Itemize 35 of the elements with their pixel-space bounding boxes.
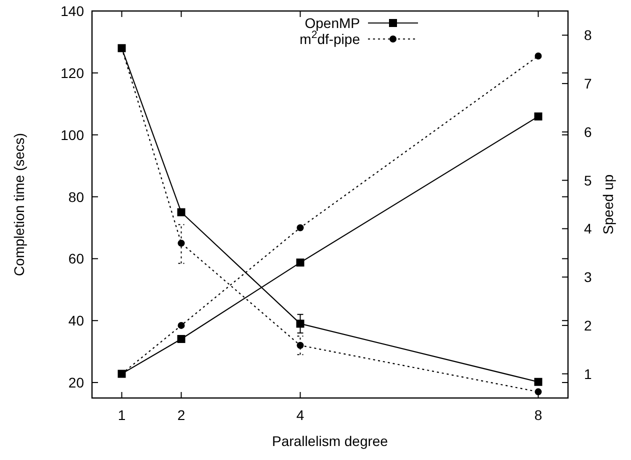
- y-tick-label: 20: [68, 374, 84, 391]
- x-axis-title: Parallelism degree: [272, 433, 388, 449]
- point: [296, 342, 304, 349]
- point: [534, 112, 542, 120]
- y-axis-title: Completion time (secs): [11, 132, 27, 276]
- point: [177, 208, 186, 216]
- y2-tick-label: 6: [584, 124, 592, 140]
- y2-axis-title: Speed up: [600, 174, 616, 234]
- point: [296, 224, 304, 232]
- y2-tick-label: 5: [584, 172, 592, 188]
- x-tick-label: 4: [296, 407, 304, 423]
- point: [534, 52, 542, 60]
- y2-tick-label: 3: [584, 269, 592, 286]
- y2-tick-label: 1: [584, 366, 592, 382]
- legend-label: OpenMP: [304, 15, 360, 31]
- y-tick-label: 80: [68, 188, 84, 205]
- point: [296, 258, 304, 267]
- y2-tick-label: 8: [584, 27, 592, 44]
- y2-tick-label: 4: [584, 220, 592, 237]
- y-tick-label: 40: [68, 312, 84, 329]
- point: [178, 322, 185, 329]
- y-tick-label: 60: [68, 250, 84, 267]
- point: [177, 334, 186, 343]
- x-tick-label: 8: [534, 407, 542, 423]
- y2-tick-label: 7: [584, 76, 592, 92]
- point: [534, 378, 542, 386]
- x-tick-label: 1: [118, 407, 126, 423]
- legend-label: m$^{2}$df-pipe: [300, 29, 360, 47]
- y-tick-label: 120: [60, 64, 84, 81]
- y2-tick-label: 2: [584, 317, 592, 334]
- point: [296, 320, 304, 328]
- point: [178, 240, 185, 247]
- x-tick-label: 2: [177, 407, 186, 423]
- y-tick-label: 140: [60, 3, 84, 19]
- y-tick-label: 100: [60, 126, 84, 143]
